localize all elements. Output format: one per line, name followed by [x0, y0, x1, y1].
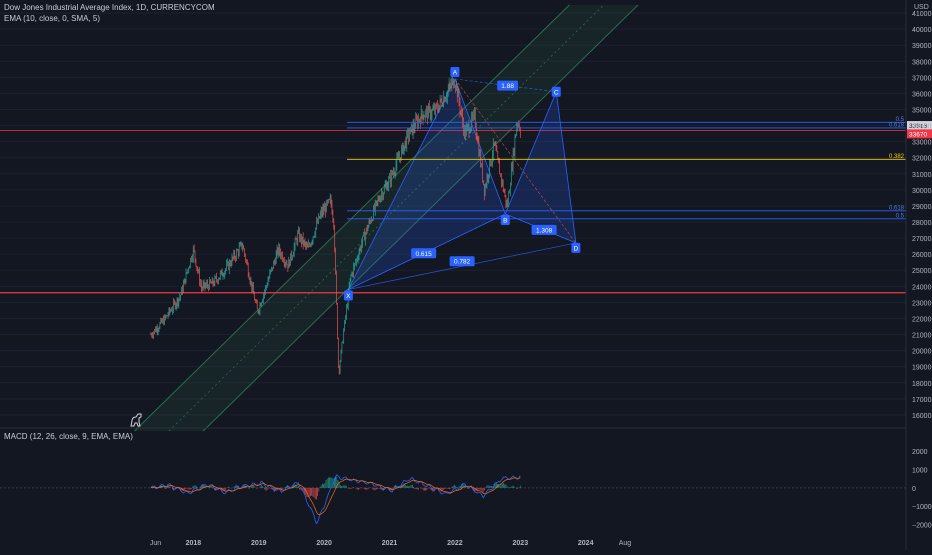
price-label: 33813 — [909, 123, 927, 130]
price-axis-tick: 25000 — [912, 268, 932, 275]
price-label-bg — [907, 129, 932, 139]
macd-axis-tick: −1000 — [912, 504, 932, 511]
pattern-point-c-bg[interactable] — [551, 86, 561, 97]
pattern-ratio-label: 0.615 — [416, 251, 433, 258]
pattern-ratio-label-bg[interactable] — [497, 80, 519, 91]
macd-legend[interactable]: MACD (12, 26, close, 9, EMA, EMA) — [4, 432, 133, 441]
pattern-ratio-label-bg[interactable] — [411, 248, 437, 259]
price-axis-tick: 31000 — [912, 172, 932, 179]
macd-axis-tick: 2000 — [912, 449, 928, 456]
fib-level-label: 0.5 — [896, 117, 905, 123]
price-axis-tick: 17000 — [912, 397, 932, 404]
time-axis-tick: Jun — [150, 540, 161, 547]
pattern-point-x-bg[interactable] — [343, 290, 353, 301]
pattern-ratio-label-bg[interactable] — [531, 224, 557, 235]
price-axis-tick: 29000 — [912, 204, 932, 211]
price-axis-tick: 35000 — [912, 107, 932, 114]
pattern-point-d-bg[interactable] — [571, 242, 581, 253]
time-axis-tick: 2022 — [447, 540, 463, 547]
price-axis-tick: 18000 — [912, 381, 932, 388]
price-axis-tick: 33000 — [912, 140, 932, 147]
fib-level-label: 0.5 — [896, 213, 905, 219]
macd-axis-tick: 0 — [912, 486, 916, 493]
channel-upper-line[interactable] — [134, 4, 570, 432]
macd-axis-tick: 1000 — [912, 467, 928, 474]
price-axis-tick: 32000 — [912, 156, 932, 163]
price-axis-tick: 27000 — [912, 236, 932, 243]
fib-level-label: 0.382 — [889, 154, 905, 160]
price-axis-tick: 28000 — [912, 220, 932, 227]
pattern-ratio-label-bg[interactable] — [449, 256, 475, 267]
pattern-point-b: B — [503, 217, 507, 224]
macd-line[interactable] — [150, 474, 521, 525]
price-axis-tick: 26000 — [912, 252, 932, 259]
fib-level-label: 0.618 — [889, 122, 905, 128]
price-axis-tick: 30000 — [912, 188, 932, 195]
price-axis-tick: 20000 — [912, 349, 932, 356]
price-axis-tick: 23000 — [912, 300, 932, 307]
price-axis-tick: 41000 — [912, 11, 932, 18]
price-axis-tick: 38000 — [912, 59, 932, 66]
price-axis-tick: 19000 — [912, 365, 932, 372]
macd-axis-tick: −2000 — [912, 523, 932, 530]
price-axis-tick: 22000 — [912, 316, 932, 323]
pattern-point-x: X — [346, 293, 351, 300]
price-label: 33670 — [909, 131, 927, 138]
time-axis-tick: 2024 — [578, 540, 594, 547]
pattern-point-c: C — [554, 89, 559, 96]
price-axis-tick: 40000 — [912, 27, 932, 34]
pattern-point-b-bg[interactable] — [500, 214, 510, 225]
pattern-point-a-bg[interactable] — [450, 66, 460, 77]
fib-level-label: 0.618 — [889, 205, 905, 211]
macd-signal-line[interactable] — [150, 477, 521, 516]
pattern-ratio-label: 1.88 — [501, 83, 514, 90]
pattern-point-d: D — [574, 245, 579, 252]
pattern-ratio-label: 0.782 — [454, 259, 471, 266]
pattern-point-a: A — [453, 69, 458, 76]
currency-label: USD — [914, 4, 929, 11]
channel-lower-line[interactable] — [202, 4, 639, 432]
time-axis-tick: Aug — [619, 540, 632, 547]
time-axis-tick: 2020 — [316, 540, 332, 547]
dino-icon — [130, 413, 142, 427]
channel-mid-line[interactable] — [168, 4, 604, 432]
price-axis-tick: 21000 — [912, 333, 932, 340]
pattern-connector[interactable] — [454, 78, 577, 244]
price-axis-tick: 16000 — [912, 413, 932, 420]
ema-legend[interactable]: EMA (10, close, 0, SMA, 5) — [4, 14, 101, 23]
price-axis-tick: 34000 — [912, 124, 932, 131]
time-axis-tick: 2018 — [186, 540, 202, 547]
price-label-bg — [907, 121, 932, 131]
price-axis-tick: 37000 — [912, 75, 932, 82]
symbol-legend[interactable]: Dow Jones Industrial Average Index, 1D, … — [4, 3, 215, 12]
price-axis-tick: 36000 — [912, 91, 932, 98]
time-axis-tick: 2019 — [251, 540, 267, 547]
price-axis-tick: 39000 — [912, 43, 932, 50]
time-axis-tick: 2023 — [513, 540, 529, 547]
rising-channel[interactable] — [134, 5, 639, 431]
time-axis-tick: 2021 — [382, 540, 398, 547]
price-axis-tick: 24000 — [912, 284, 932, 291]
pattern-ratio-label: 1.308 — [536, 227, 553, 234]
